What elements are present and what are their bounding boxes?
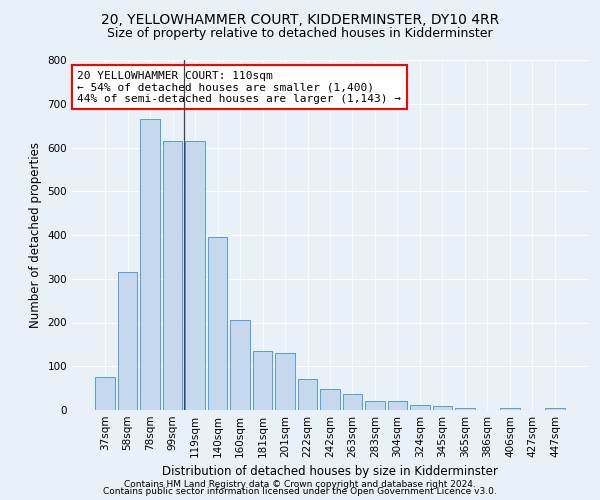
Bar bbox=[298, 380, 317, 410]
Text: Size of property relative to detached houses in Kidderminster: Size of property relative to detached ho… bbox=[107, 28, 493, 40]
Bar bbox=[140, 119, 160, 410]
Text: Contains HM Land Registry data © Crown copyright and database right 2024.: Contains HM Land Registry data © Crown c… bbox=[124, 480, 476, 489]
Bar bbox=[500, 408, 520, 410]
Bar bbox=[365, 401, 385, 410]
Bar bbox=[253, 351, 272, 410]
Bar bbox=[320, 390, 340, 410]
Bar bbox=[230, 320, 250, 410]
Bar bbox=[275, 353, 295, 410]
Bar bbox=[118, 272, 137, 410]
X-axis label: Distribution of detached houses by size in Kidderminster: Distribution of detached houses by size … bbox=[162, 466, 498, 478]
Bar bbox=[185, 141, 205, 410]
Bar bbox=[545, 408, 565, 410]
Text: Contains public sector information licensed under the Open Government Licence v3: Contains public sector information licen… bbox=[103, 488, 497, 496]
Bar bbox=[95, 377, 115, 410]
Bar bbox=[433, 406, 452, 410]
Bar bbox=[208, 237, 227, 410]
Bar bbox=[343, 394, 362, 410]
Bar bbox=[410, 405, 430, 410]
Bar bbox=[388, 401, 407, 410]
Bar bbox=[163, 141, 182, 410]
Text: 20, YELLOWHAMMER COURT, KIDDERMINSTER, DY10 4RR: 20, YELLOWHAMMER COURT, KIDDERMINSTER, D… bbox=[101, 12, 499, 26]
Text: 20 YELLOWHAMMER COURT: 110sqm
← 54% of detached houses are smaller (1,400)
44% o: 20 YELLOWHAMMER COURT: 110sqm ← 54% of d… bbox=[77, 70, 401, 104]
Bar bbox=[455, 408, 475, 410]
Y-axis label: Number of detached properties: Number of detached properties bbox=[29, 142, 42, 328]
